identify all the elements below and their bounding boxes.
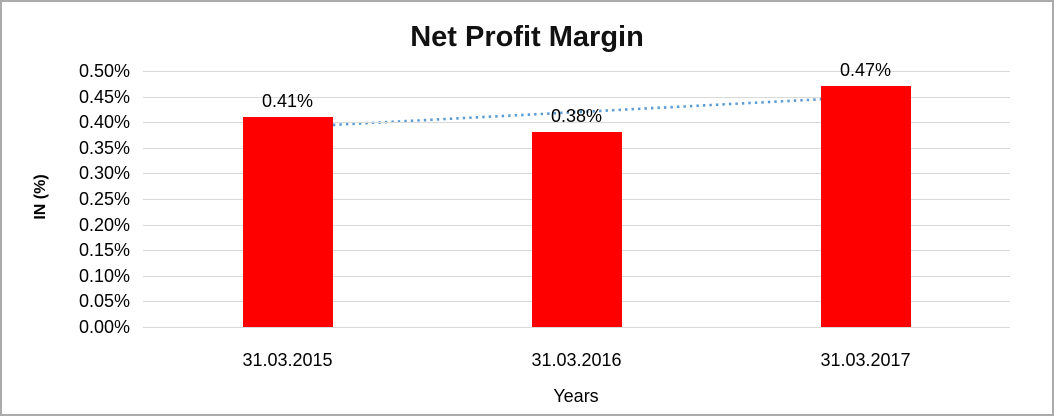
x-category-label: 31.03.2016 [531, 350, 622, 370]
y-tick-label: 0.45% [78, 86, 130, 107]
x-category-label: 31.03.2017 [820, 350, 911, 370]
y-tick-label: 0.10% [78, 265, 130, 286]
y-tick-label: 0.35% [78, 137, 130, 158]
y-tick-label: 0.05% [78, 291, 130, 312]
y-tick-label: 0.50% [78, 61, 130, 81]
bar-value-label: 0.47% [839, 60, 892, 81]
x-axis-title: Years [553, 386, 599, 406]
bar [820, 86, 911, 327]
gridline [143, 122, 1010, 124]
bar-value-label: 0.41% [261, 91, 314, 112]
y-tick-label: 0.15% [78, 240, 130, 261]
chart-title: Net Profit Margin [410, 21, 644, 53]
bar [531, 132, 622, 327]
bar [242, 117, 333, 327]
y-tick-label: 0.30% [78, 163, 130, 184]
x-category-label: 31.03.2015 [242, 350, 333, 370]
y-tick-label: 0.40% [78, 112, 130, 133]
y-tick-label: 0.00% [78, 317, 130, 337]
gridline [143, 71, 1010, 72]
gridline [143, 96, 1010, 98]
y-tick-label: 0.20% [78, 214, 130, 235]
y-tick-label: 0.25% [78, 189, 130, 209]
gridline [143, 327, 1010, 328]
bar-value-label: 0.38% [550, 106, 603, 127]
